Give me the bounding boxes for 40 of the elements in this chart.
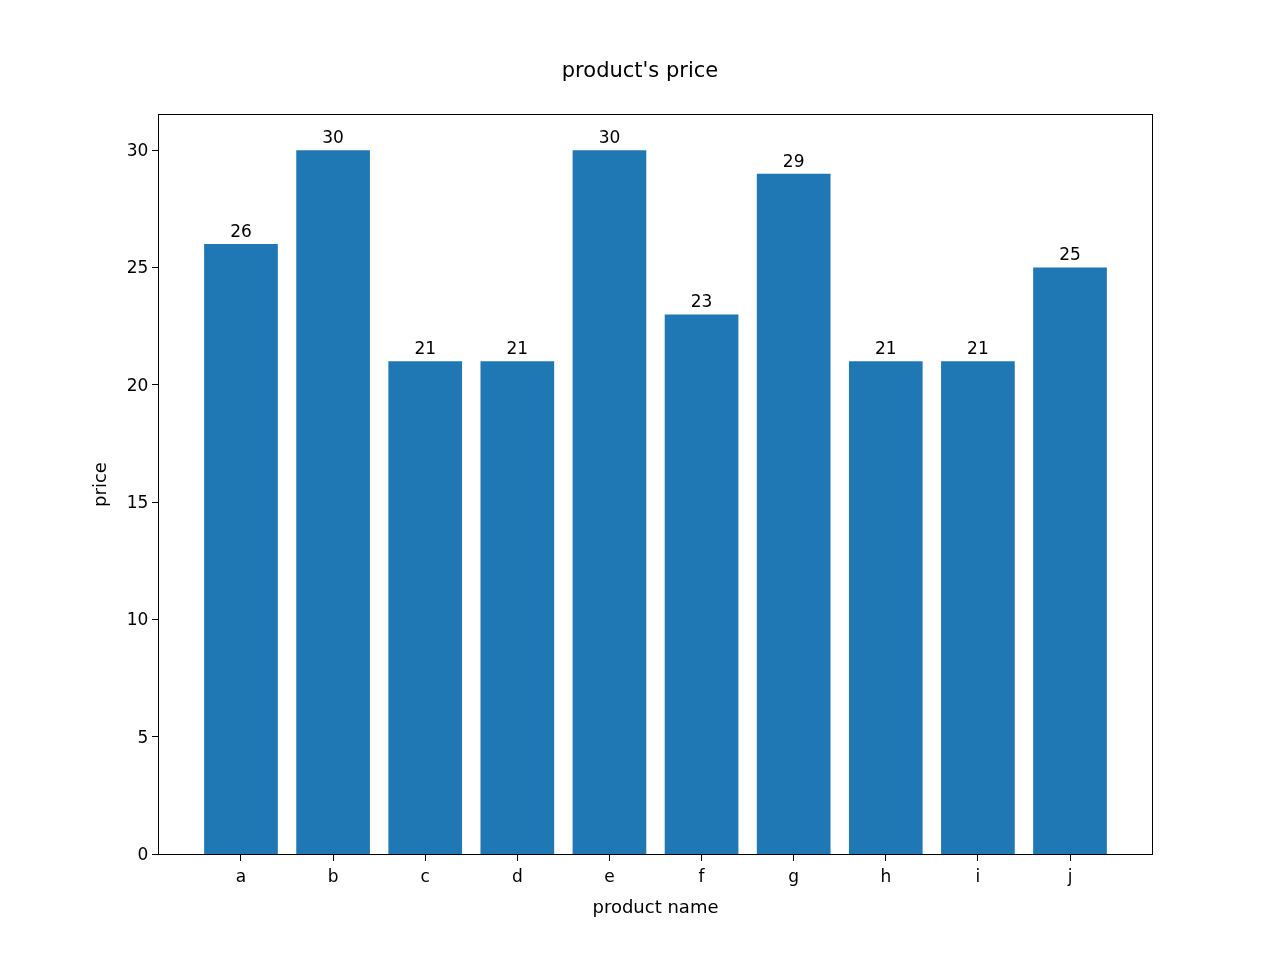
x-tick-label: b xyxy=(327,865,339,886)
data-label: 29 xyxy=(782,150,805,171)
bar xyxy=(388,361,463,854)
y-tick-label: 5 xyxy=(137,726,149,747)
bar xyxy=(848,361,923,854)
x-tick-label: j xyxy=(1066,865,1073,886)
x-tick-label: i xyxy=(975,865,981,886)
y-tick-label: 30 xyxy=(126,140,149,161)
bar xyxy=(941,361,1015,854)
x-tick-label: g xyxy=(788,865,800,886)
x-tick-label: h xyxy=(880,865,892,886)
y-tick-label: 10 xyxy=(126,609,149,630)
y-tick-label: 25 xyxy=(126,257,149,278)
x-tick-label: f xyxy=(698,865,706,886)
data-label: 26 xyxy=(230,221,252,242)
data-label: 25 xyxy=(1059,244,1081,265)
x-tick-label: c xyxy=(420,865,430,886)
x-tick-label: d xyxy=(511,865,523,886)
x-tick-label: a xyxy=(235,865,247,886)
bar xyxy=(480,361,555,854)
y-tick-label: 0 xyxy=(137,843,149,864)
chart-title: product's price xyxy=(561,58,719,83)
data-label: 21 xyxy=(874,338,897,359)
bar xyxy=(296,150,370,854)
data-label: 21 xyxy=(506,338,529,359)
x-axis-title: product name xyxy=(592,895,719,917)
data-label: 21 xyxy=(967,338,989,359)
bar xyxy=(756,173,831,854)
data-label: 30 xyxy=(322,127,344,148)
data-label: 30 xyxy=(598,127,621,148)
bar xyxy=(572,150,647,854)
y-axis-title: price xyxy=(89,462,111,507)
bar xyxy=(664,314,739,854)
data-label: 23 xyxy=(690,291,713,312)
y-tick-label: 20 xyxy=(126,374,149,395)
x-tick-label: e xyxy=(604,865,615,886)
bar xyxy=(204,244,278,854)
data-label: 21 xyxy=(414,338,437,359)
y-tick-label: 15 xyxy=(126,492,149,513)
bar xyxy=(1033,267,1107,854)
